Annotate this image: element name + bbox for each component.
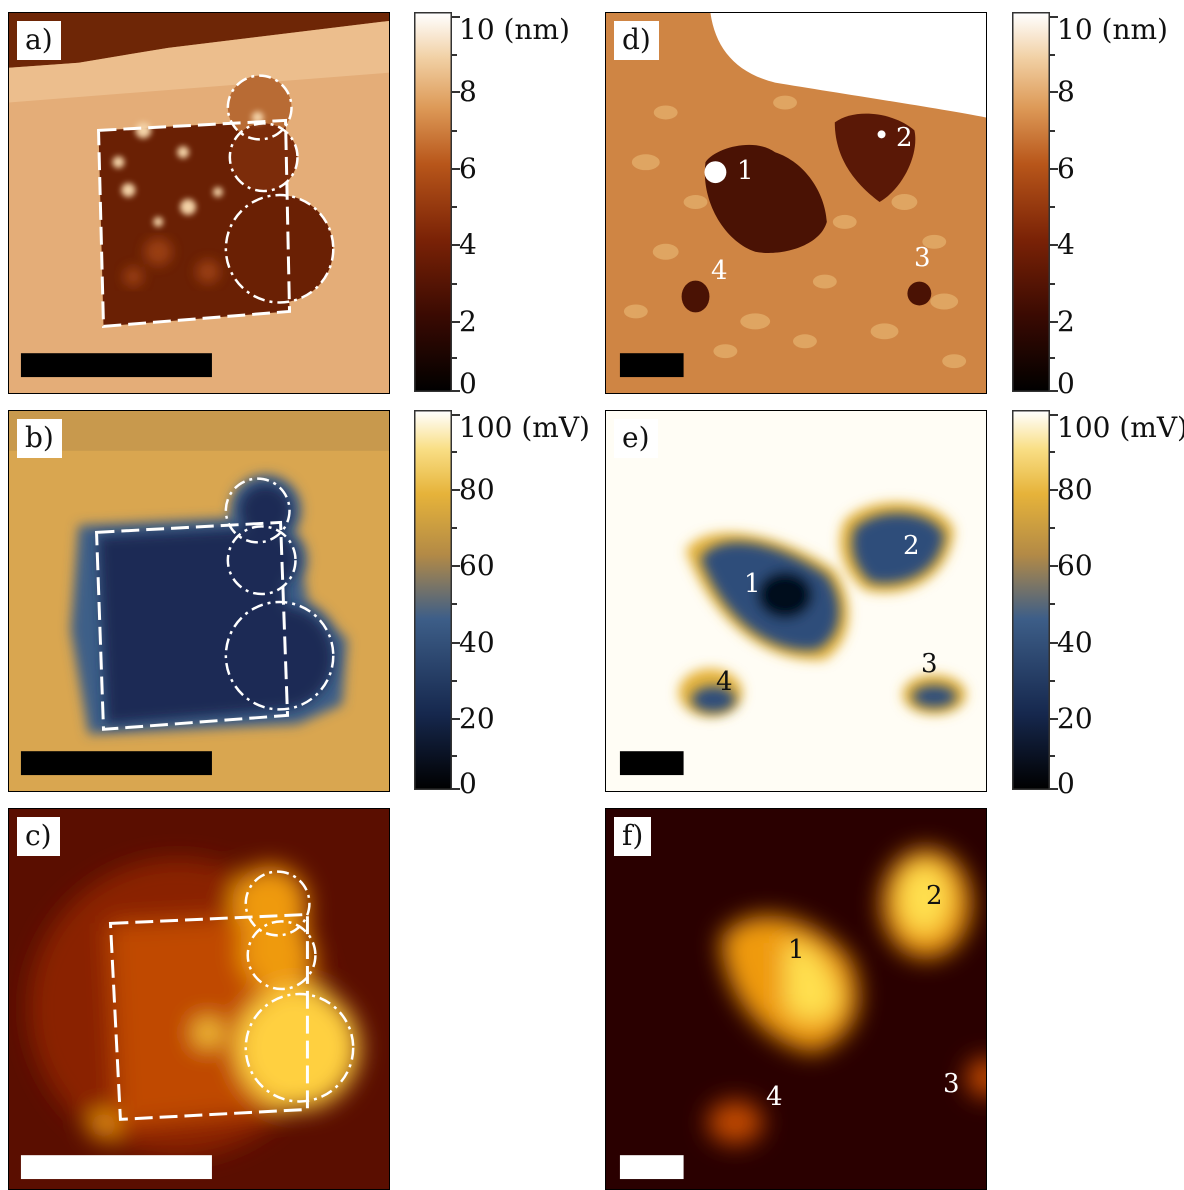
region-label-1: 1: [788, 935, 805, 965]
tick-label: 0: [459, 767, 477, 800]
tick-label: 20: [459, 702, 495, 735]
scale-bar: [619, 1155, 684, 1180]
region-label-1: 1: [737, 156, 754, 186]
tick-label: 10 (nm): [1057, 13, 1168, 46]
tick-label: 0: [1057, 367, 1075, 400]
tick-label: 0: [459, 367, 477, 400]
panel-label: b): [17, 419, 62, 458]
tick-label: 60: [459, 549, 495, 582]
panel-label: c): [17, 817, 60, 856]
tick-label: 20: [1057, 702, 1093, 735]
tick-label: 40: [459, 626, 495, 659]
colorbar-height-right: [1012, 12, 1050, 392]
region-label-1: 1: [744, 569, 761, 599]
tick-label: 10 (nm): [459, 13, 570, 46]
panel-label: e): [614, 419, 658, 458]
colorbar-potential: [414, 410, 452, 790]
panel-f-heat-map: f) 1 2 3 4: [605, 808, 987, 1190]
panel-b-potential-map: b): [8, 410, 390, 792]
tick-label: 80: [1057, 473, 1093, 506]
tick-label: 80: [459, 473, 495, 506]
tick-label: 100 (mV): [1057, 411, 1184, 444]
tick-label: 6: [459, 152, 477, 185]
panel-label: a): [17, 21, 61, 60]
panel-a-height-map: a): [8, 12, 390, 394]
tick-label: 2: [1057, 305, 1075, 338]
tick-label: 40: [1057, 626, 1093, 659]
region-label-4: 4: [766, 1082, 783, 1112]
region-label-3: 3: [943, 1069, 960, 1099]
scale-bar: [619, 353, 684, 378]
tick-label: 0: [1057, 767, 1075, 800]
region-label-2: 2: [896, 123, 913, 153]
tick-label: 100 (mV): [459, 411, 590, 444]
region-label-3: 3: [921, 649, 938, 679]
tick-label: 8: [459, 75, 477, 108]
region-label-2: 2: [903, 531, 920, 561]
tick-label: 60: [1057, 549, 1093, 582]
scale-bar: [20, 1155, 212, 1180]
region-label-4: 4: [711, 256, 728, 286]
tick-label: 4: [459, 228, 477, 261]
scale-bar: [619, 751, 684, 776]
tick-label: 4: [1057, 228, 1075, 261]
panel-e-potential-map: e) 1 2 3 4: [605, 410, 987, 792]
region-label-2: 2: [926, 881, 943, 911]
scale-bar: [20, 751, 212, 776]
panel-c-heat-map: c): [8, 808, 390, 1190]
panel-d-height-map: d) 1 2 3 4: [605, 12, 987, 394]
colorbar-height: [414, 12, 452, 392]
tick-label: 6: [1057, 152, 1075, 185]
region-label-4: 4: [716, 667, 733, 697]
tick-label: 2: [459, 305, 477, 338]
colorbar-potential-right: [1012, 410, 1050, 790]
region-label-3: 3: [914, 243, 931, 273]
tick-label: 8: [1057, 75, 1075, 108]
panel-label: d): [614, 21, 659, 60]
scale-bar: [20, 353, 212, 378]
panel-label: f): [614, 817, 652, 856]
